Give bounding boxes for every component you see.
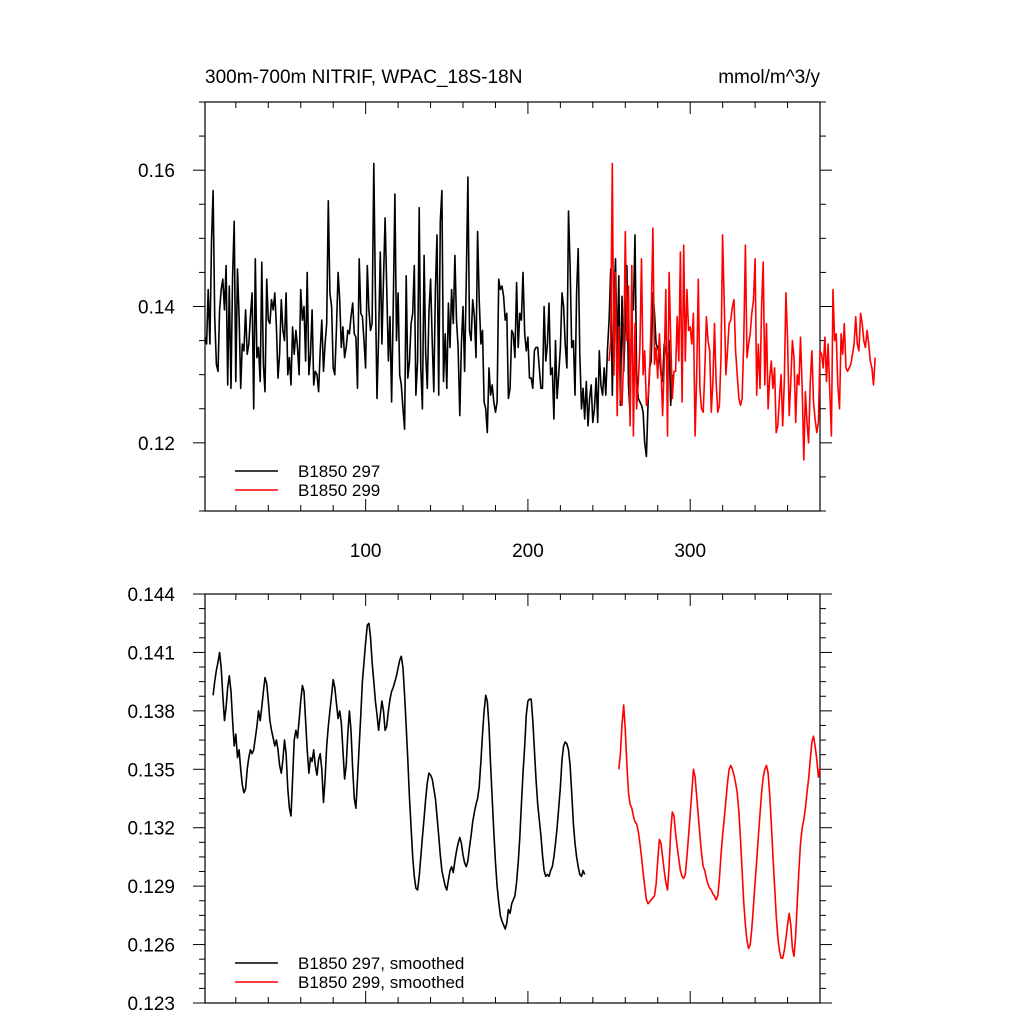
y-tick-label: 0.129	[127, 877, 175, 898]
y-tick-label: 0.12	[138, 434, 175, 455]
y-tick-label: 0.132	[127, 819, 175, 840]
legend-label: B1850 299	[298, 481, 380, 500]
x-tick-label: 300	[674, 541, 706, 562]
y-tick-label: 0.144	[127, 585, 175, 606]
y-tick-label: 0.138	[127, 702, 175, 723]
legend-label: B1850 297	[298, 462, 380, 481]
units-label: mmol/m^3/y	[718, 67, 820, 88]
series-line-b1850-297	[204, 162, 674, 458]
y-tick-label: 0.14	[138, 298, 175, 319]
x-tick-label: 200	[512, 541, 544, 562]
series-line-b1850-297-smoothed	[212, 622, 586, 930]
x-tick-label: 100	[350, 541, 382, 562]
series-line-b1850-299-smoothed	[618, 704, 821, 960]
plot-frame	[204, 593, 821, 1004]
plot-frame	[204, 101, 821, 512]
y-tick-label: 0.16	[138, 161, 175, 182]
legend-label: B1850 297, smoothed	[298, 954, 464, 973]
y-tick-label: 0.126	[127, 936, 175, 957]
chart-title: 300m-700m NITRIF, WPAC_18S-18N	[205, 67, 522, 88]
bottom-panel: 0.123 0.126 0.129 0.132 0.135 0.138 0.141 0.144…	[127, 585, 832, 1015]
legend-label: B1850 299, smoothed	[298, 973, 464, 992]
y-tick-label: 0.135	[127, 760, 175, 781]
y-tick-label: 0.123	[127, 994, 175, 1015]
y-tick-label: 0.141	[127, 643, 175, 664]
series-line-b1850-299	[608, 162, 876, 461]
